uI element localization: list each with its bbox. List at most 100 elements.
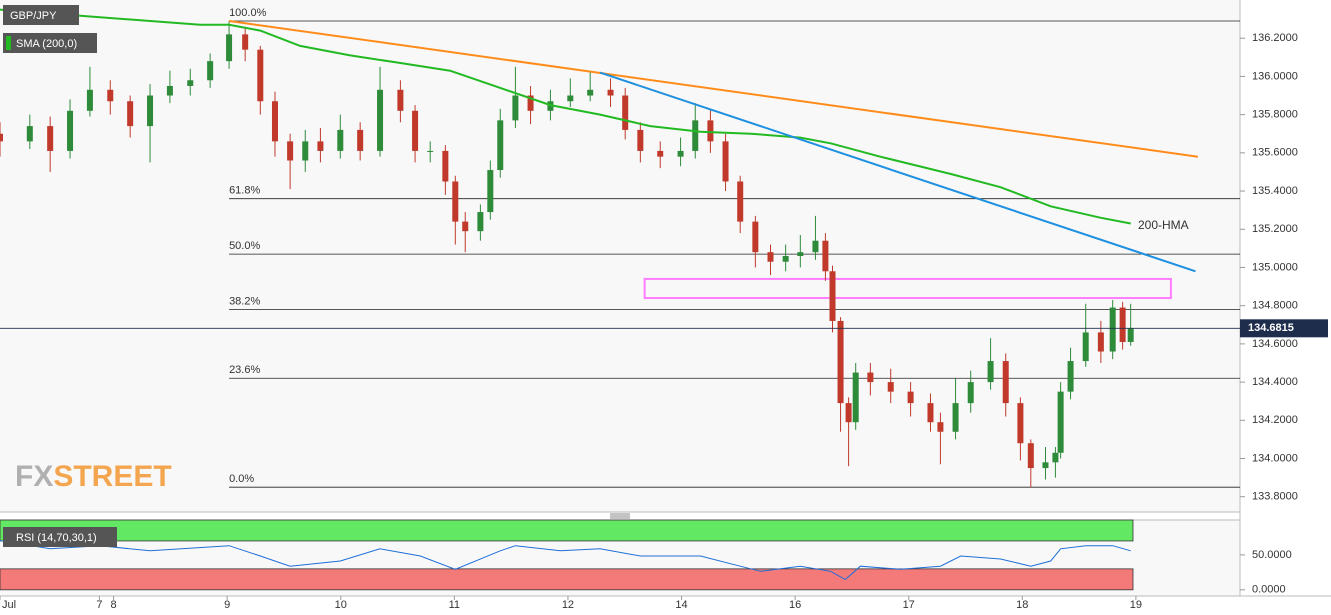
candle-body: [487, 170, 494, 213]
candle-body: [497, 120, 504, 171]
trendline: [228, 20, 1199, 158]
candle-body: [587, 89, 594, 96]
candle-body: [927, 403, 934, 423]
y-tick-label: 50.0000: [1252, 549, 1292, 561]
fib-label: 38.2%: [229, 295, 260, 307]
y-tick-label: 135.0000: [1252, 261, 1298, 273]
candle-body: [107, 89, 114, 102]
y-tick-label: 134.8000: [1252, 300, 1298, 312]
legend-box: [3, 33, 97, 53]
zone: [643, 277, 1172, 300]
sma-annotation: 200-HMA: [1138, 218, 1189, 232]
candle-body: [257, 49, 264, 102]
candle-body: [1082, 332, 1089, 362]
last-price-label: 134.6815: [1248, 322, 1294, 334]
candle-body: [677, 150, 684, 157]
candle-body: [127, 101, 134, 127]
candle-body: [837, 320, 844, 404]
candle-body: [1097, 332, 1104, 352]
candle-body: [987, 361, 994, 383]
candle-body: [967, 382, 974, 404]
y-tick-label: 136.2000: [1252, 32, 1298, 44]
y-tick-label: 134.0000: [1252, 452, 1298, 464]
y-tick-label: 136.0000: [1252, 70, 1298, 82]
legend-box: [3, 527, 117, 547]
rsi-title: RSI (14,70,30,1): [16, 532, 97, 544]
x-tick-label: 9: [224, 599, 230, 611]
candle-body: [937, 422, 944, 432]
y-tick-label: 0.0000: [1252, 584, 1286, 596]
rsi-band: [0, 519, 1134, 542]
x-tick-label: 17: [903, 599, 915, 611]
fib-label: 50.0%: [229, 240, 260, 252]
y-tick-label: 134.6000: [1252, 338, 1298, 350]
candle-body: [377, 89, 384, 151]
candle-body: [302, 141, 309, 161]
x-tick-label: 19: [1130, 599, 1142, 611]
y-tick-label: 135.2000: [1252, 223, 1298, 235]
main-plot-bg: [0, 0, 1240, 512]
candle-body: [26, 126, 33, 142]
watermark-street: STREET: [53, 460, 171, 493]
legend-entry: SMA (200,0): [16, 38, 77, 50]
candle-body: [1017, 403, 1024, 444]
trendline: [599, 71, 1196, 273]
candle-body: [822, 240, 829, 272]
candle-body: [147, 95, 154, 127]
x-tick-label: 10: [335, 599, 347, 611]
candle-body: [852, 372, 859, 423]
rsi-band: [0, 568, 1134, 591]
candle-body: [1042, 462, 1049, 469]
x-tick-label: 14: [675, 599, 687, 611]
candle-body: [907, 391, 914, 404]
candle-body: [226, 34, 233, 62]
x-tick-label: Jul: [2, 599, 16, 611]
candle-body: [427, 150, 434, 152]
candle-body: [166, 85, 173, 96]
candle-body: [527, 95, 534, 111]
x-tick-label: 8: [111, 599, 117, 611]
x-tick-label: 18: [1016, 599, 1028, 611]
resize-handle[interactable]: [610, 513, 630, 519]
candle-body: [752, 221, 759, 253]
candle-body: [1119, 307, 1126, 342]
sma-line: [0, 8, 1131, 225]
candle-body: [1027, 443, 1034, 469]
candle-body: [67, 110, 74, 151]
last-price-box: [1240, 319, 1328, 338]
candle-body: [567, 95, 574, 102]
candle-body: [337, 129, 344, 151]
y-tick-label: 135.6000: [1252, 147, 1298, 159]
candle-body: [1057, 391, 1064, 453]
candle-body: [1052, 452, 1059, 463]
fib-label: 0.0%: [229, 473, 254, 485]
legend: GBP/JPY SMA (200,0) RSI (14,70,30,1): [3, 5, 117, 547]
candle-body: [287, 141, 294, 161]
candle-body: [271, 101, 278, 142]
candle-body: [722, 141, 729, 182]
y-tick-label: 134.2000: [1252, 414, 1298, 426]
candle-body: [47, 126, 54, 151]
candle-body: [767, 252, 774, 262]
candle-body: [512, 95, 519, 121]
candle-body: [782, 256, 789, 262]
y-tick-label: 135.4000: [1252, 185, 1298, 197]
candle-body: [187, 80, 194, 86]
candle-body: [86, 89, 93, 111]
candle-body: [797, 252, 804, 256]
candle-body: [1109, 307, 1116, 352]
candle-body: [477, 212, 484, 232]
candle-body: [412, 110, 419, 151]
y-tick-label: 135.8000: [1252, 109, 1298, 121]
candle-body: [317, 141, 324, 151]
x-tick-label: 16: [789, 599, 801, 611]
legend-swatch: [6, 36, 11, 50]
candle-body: [657, 150, 664, 157]
candle-body: [1127, 328, 1134, 342]
fib-label: 100.0%: [229, 7, 267, 19]
candle-body: [462, 221, 469, 232]
candle-body: [952, 403, 959, 432]
candle-body: [692, 120, 699, 151]
